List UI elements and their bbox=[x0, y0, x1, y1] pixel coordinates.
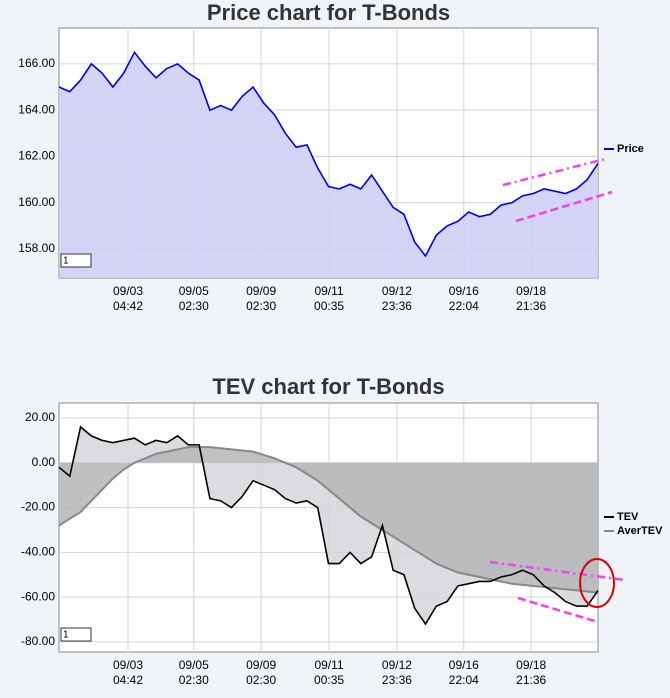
y-tick-label: 0.00 bbox=[32, 455, 56, 469]
y-tick-label: -80.00 bbox=[21, 634, 55, 648]
channel-line bbox=[515, 190, 613, 223]
x-tick-label: 09/12 23:36 bbox=[382, 658, 412, 687]
panel-label: 1 bbox=[63, 630, 69, 641]
y-tick-label: -60.00 bbox=[21, 589, 55, 603]
y-tick-label: 166.00 bbox=[18, 56, 55, 70]
y-tick-label: 158.00 bbox=[18, 241, 55, 255]
x-tick-label: 09/18 21:36 bbox=[516, 658, 546, 687]
channel-line bbox=[517, 596, 599, 624]
x-tick-label: 09/09 02:30 bbox=[246, 284, 276, 313]
y-tick-label: -20.00 bbox=[21, 500, 55, 514]
x-tick-label: 09/11 00:35 bbox=[314, 284, 344, 313]
panel-box bbox=[60, 253, 92, 268]
x-tick-label: 09/11 00:35 bbox=[314, 658, 344, 687]
x-tick-label: 09/09 02:30 bbox=[246, 658, 276, 687]
panel-label: 1 bbox=[63, 256, 69, 267]
series-line bbox=[58, 425, 599, 626]
x-tick-label: 09/16 22:04 bbox=[449, 658, 479, 687]
area bbox=[59, 52, 598, 278]
y-tick-label: 160.00 bbox=[18, 195, 55, 209]
x-tick-label: 09/05 02:30 bbox=[179, 284, 209, 313]
legend-label: Price bbox=[617, 143, 644, 155]
x-tick-label: 09/05 02:30 bbox=[179, 658, 209, 687]
chart-title: Price chart for T-Bonds bbox=[207, 0, 450, 25]
panel-box bbox=[60, 627, 92, 642]
y-tick-label: 164.00 bbox=[18, 102, 55, 116]
channel-line bbox=[489, 560, 626, 582]
area bbox=[59, 447, 598, 593]
legend-label: TEV bbox=[617, 511, 639, 523]
x-tick-label: 09/18 21:36 bbox=[516, 284, 546, 313]
series-line bbox=[58, 50, 599, 258]
series-line bbox=[58, 446, 599, 594]
y-tick-label: -40.00 bbox=[21, 545, 55, 559]
legend-label: AverTEV bbox=[617, 525, 663, 537]
highlight-circle bbox=[579, 558, 615, 608]
x-tick-label: 09/03 04:42 bbox=[113, 284, 143, 313]
chart-title: TEV chart for T-Bonds bbox=[212, 374, 444, 399]
x-tick-label: 09/12 23:36 bbox=[382, 284, 412, 313]
y-tick-label: 162.00 bbox=[18, 149, 55, 163]
x-tick-label: 09/03 04:42 bbox=[113, 658, 143, 687]
y-tick-label: 20.00 bbox=[25, 410, 55, 424]
x-tick-label: 09/16 22:04 bbox=[449, 284, 479, 313]
annotations bbox=[489, 157, 626, 624]
